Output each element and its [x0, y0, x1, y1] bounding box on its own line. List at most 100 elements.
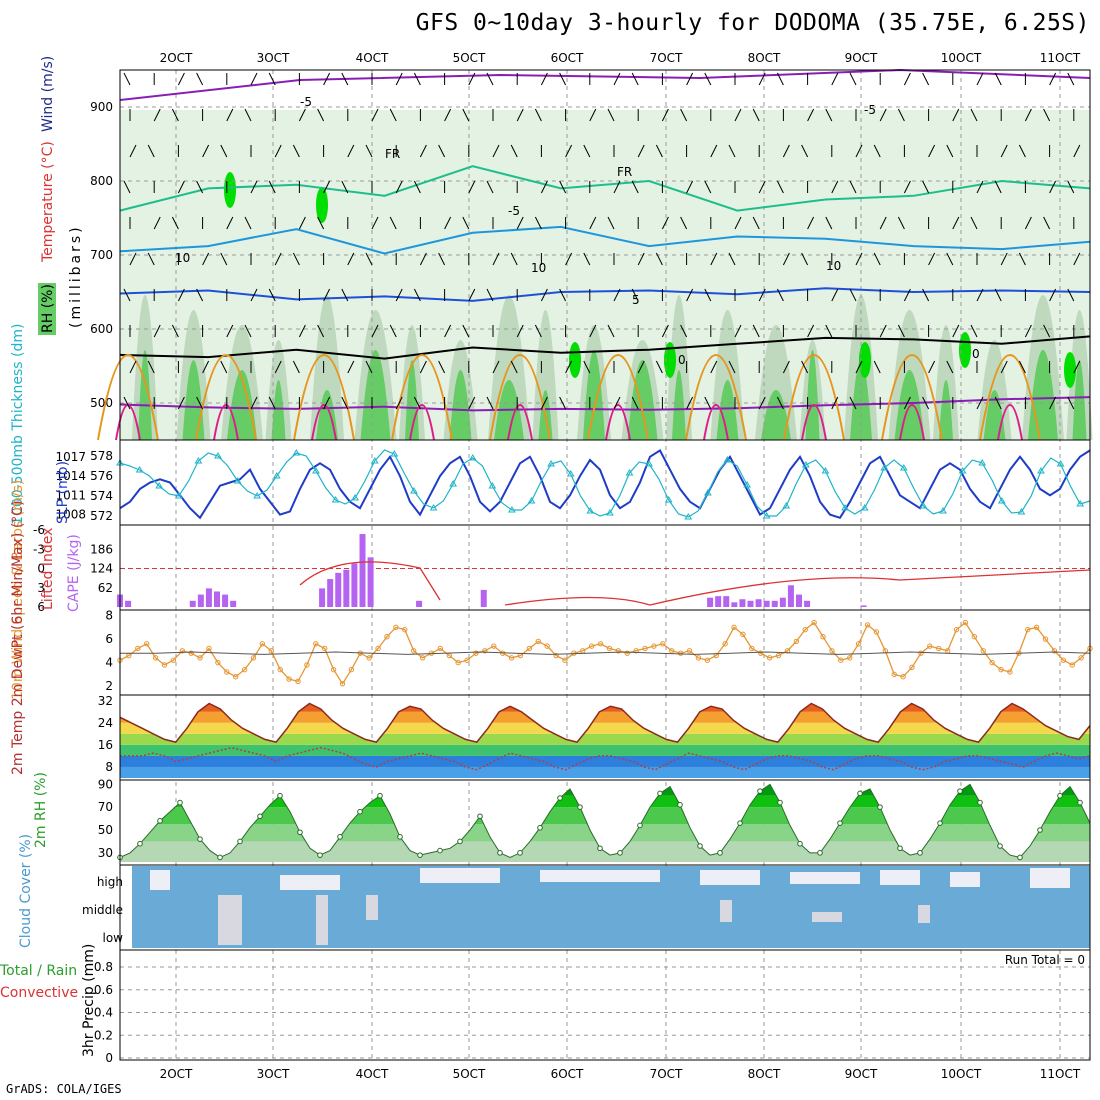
wind-barb [782, 360, 790, 374]
wind-barb [1073, 144, 1081, 158]
wind-barb [655, 144, 663, 158]
rh-marker [277, 792, 283, 799]
wind-barb [734, 324, 742, 338]
wind-barb [758, 288, 766, 302]
wind-speed-marker [366, 655, 372, 661]
wind-speed-marker [508, 655, 515, 661]
wind-speed-marker [250, 655, 257, 661]
wind-speed-marker [909, 664, 915, 670]
wind-barb [534, 108, 542, 122]
wind-barb [413, 72, 421, 86]
rh-band-mid [532, 310, 559, 440]
thickness-marker [997, 497, 1006, 504]
cape-bar [416, 600, 423, 607]
panel-bg [120, 525, 1090, 610]
wind-barb [298, 108, 306, 122]
cloud-gap [420, 868, 500, 883]
cape-bar [715, 596, 722, 607]
rh-marker [1057, 792, 1063, 799]
wind-speed-marker [295, 678, 301, 685]
wind-speed-marker [998, 666, 1004, 673]
wind-barb [389, 324, 397, 338]
wind-barb [825, 216, 833, 230]
wind-barb [274, 360, 282, 374]
wind-barb [728, 360, 736, 374]
rh-marker [257, 813, 263, 820]
y-tick-label: 8 [105, 609, 113, 623]
wind-barb [686, 72, 694, 86]
wind-barb [976, 72, 984, 86]
y-tick-label-right: 186 [90, 542, 113, 556]
isotherm-label: 10 [531, 261, 546, 275]
wind-barb [413, 288, 421, 302]
wind-speed-marker [1042, 636, 1049, 642]
y-tick-label: 4 [105, 656, 113, 670]
wind-barb [734, 108, 742, 122]
wind-speed-marker [962, 619, 969, 626]
wind-barb [1049, 396, 1057, 410]
wind-speed-marker [1078, 655, 1084, 661]
isotherm-label: 10 [175, 251, 190, 265]
wind-barb [540, 180, 548, 194]
wind-barb [976, 180, 984, 194]
wind-speed-marker [624, 650, 630, 656]
wind-barb [341, 396, 349, 410]
cape-bar [230, 600, 237, 607]
y-tick-label: 600 [90, 322, 113, 336]
wind-speed-marker [597, 641, 604, 647]
wind-speed-marker [847, 655, 853, 661]
wind-speed-marker [152, 655, 159, 661]
wind-barb [250, 288, 258, 302]
wind-barb [486, 180, 494, 194]
rh-marker [637, 822, 643, 829]
wind-barb [928, 144, 936, 158]
rh-shading [120, 110, 1093, 440]
wind-speed-marker [615, 648, 622, 654]
wind-barb [341, 180, 349, 194]
isotherm-line [119, 335, 1091, 360]
y-axis-label-rh: RH (%) [40, 284, 56, 333]
wind-barb [129, 144, 137, 158]
thickness-marker [625, 469, 634, 476]
wind-barb [607, 324, 615, 338]
wind-barb [444, 108, 452, 122]
isotherm-warm [97, 354, 159, 441]
y-tick-label: 500 [90, 396, 113, 410]
rh-band-green [449, 370, 472, 440]
wind-barb [831, 288, 839, 302]
wind-barb [922, 72, 930, 86]
wind-barb [371, 324, 379, 338]
wind-barb [758, 396, 766, 410]
wind-barb [680, 108, 688, 122]
wind-speed-marker [393, 624, 399, 630]
y-tick-label: 900 [90, 100, 113, 114]
wind-barb [177, 288, 185, 302]
rh-marker [797, 840, 803, 847]
x-tick-bottom: 11OCT [1040, 1067, 1081, 1081]
cloud-gap-low [366, 895, 378, 920]
wind-barb [1000, 252, 1008, 266]
wind-speed-marker [686, 648, 693, 654]
thickness-marker [390, 450, 399, 457]
wind-barb [395, 288, 403, 302]
y-tick-label: 3 [37, 581, 45, 595]
wind-barb [589, 216, 597, 230]
wind-barb [317, 216, 325, 230]
y-axis-label-wind: Wind (m/s) [40, 56, 56, 132]
wind-barb [226, 216, 234, 230]
rh-peak [1064, 352, 1076, 388]
wind-barb [196, 396, 204, 410]
thickness-marker [664, 496, 673, 503]
isotherm-line [119, 287, 1091, 302]
wind-barb [268, 288, 276, 302]
wind-speed-marker [170, 657, 177, 663]
wind-speed-marker [1069, 662, 1075, 668]
wind-barb [298, 216, 306, 230]
rh-peak [569, 342, 581, 378]
wind-barb [1073, 252, 1081, 266]
thickness-marker [586, 507, 595, 514]
rh-marker [237, 838, 243, 845]
wind-barb [177, 180, 185, 194]
cloud-gap-low [218, 895, 242, 945]
cape-bar [796, 594, 802, 607]
